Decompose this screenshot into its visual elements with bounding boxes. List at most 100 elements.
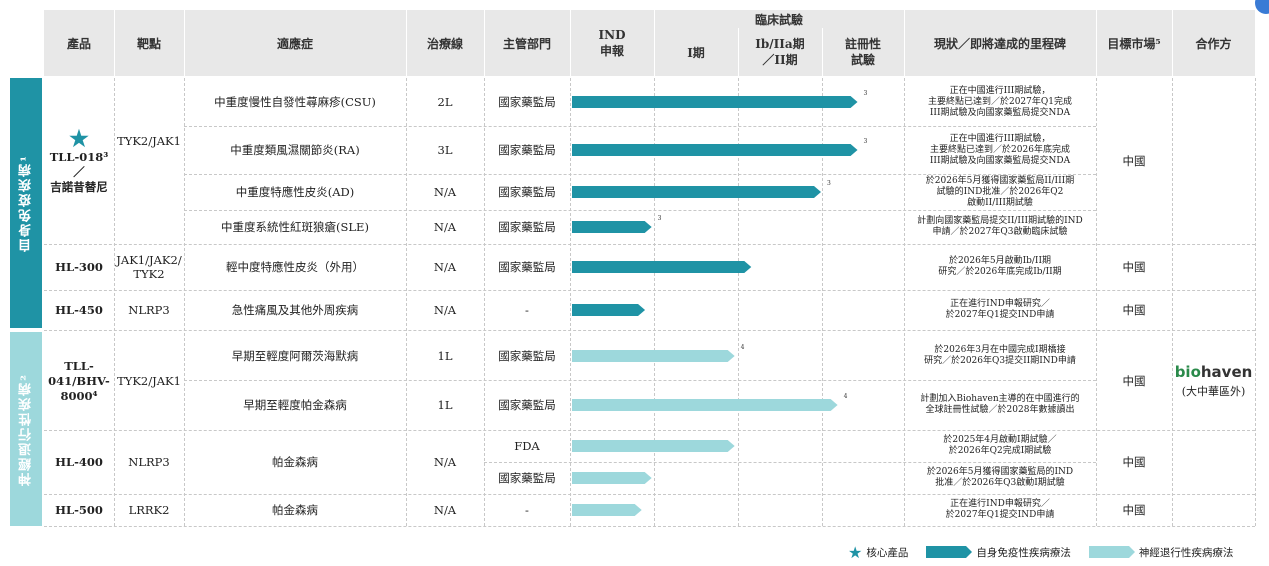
status-line: 主要終點已達到／於2026年底完成	[930, 144, 1070, 155]
group-neuro-label: 神經退行性疾病²	[18, 372, 34, 486]
product-hl450: HL-450	[55, 303, 103, 317]
authority-cell: -	[525, 503, 529, 517]
status-line: 主要終點已達到／於2027年Q1完成	[927, 96, 1072, 107]
status-cell: 計劃向國家藥監局提交II/III期試驗的IND 申請／於2027年Q3啟動臨床試驗	[904, 210, 1096, 244]
market-hl400: 中國	[1122, 455, 1146, 469]
status-line: 正在中國進行III期試驗，	[949, 133, 1051, 144]
indication-cell: 中重度系統性紅斑狼瘡(SLE)	[221, 220, 369, 234]
indication-cell: 急性痛風及其他外周疾病	[231, 303, 359, 317]
line-cell: N/A	[433, 503, 457, 517]
line-cell: 1L	[437, 398, 453, 412]
target-tll041: TYK2/JAK1	[117, 374, 181, 388]
progress-bar-shape	[572, 504, 642, 516]
line-cell: N/A	[433, 185, 457, 199]
progress-bar-shape	[572, 144, 858, 156]
line-cell: N/A	[433, 220, 457, 234]
footnote-marker: 4	[843, 393, 848, 400]
progress-bar	[572, 399, 838, 411]
progress-bar	[572, 304, 646, 316]
status-line: 啟動II/III期試驗	[967, 197, 1033, 208]
header-target: 靶點	[114, 10, 184, 76]
authority-cell: 國家藥監局	[498, 143, 556, 157]
status-line: 正在進行IND申報研究／	[950, 299, 1050, 309]
progress-bar-shape	[572, 96, 858, 108]
header-registration: 註冊性 試驗	[822, 28, 904, 76]
authority-cell: 國家藥監局	[498, 349, 556, 363]
line-cell: N/A	[433, 260, 457, 274]
indication-cell: 輕中度特應性皮炎（外用）	[226, 260, 364, 274]
legend-neuro: 神經退行性疾病療法	[1138, 546, 1234, 559]
header-authority: 主管部門	[484, 10, 570, 76]
product-tll041: TLL- 041/BHV- 8000⁴	[48, 358, 110, 403]
header-status: 現狀／即將達成的里程碑	[904, 10, 1096, 76]
header-clinical: 臨床試驗	[654, 10, 904, 29]
progress-bar	[572, 221, 652, 233]
indication-hl400: 帕金森病	[272, 455, 318, 469]
legend-autoimmune-swatch	[926, 546, 973, 558]
footnote-marker: 4	[740, 344, 745, 351]
status-cell: 正在中國進行III期試驗， 主要終點已達到／於2027年Q1完成 III期試驗及向國…	[904, 78, 1096, 126]
status-cell: 於2026年5月獲得國家藥監局II/III期 試驗的IND批准／於2026年Q2 啟…	[904, 174, 1096, 210]
progress-bar-shape	[572, 350, 735, 362]
status-line: 批准／於2026年Q3啟動I期試驗	[935, 478, 1065, 488]
progress-bar	[572, 261, 752, 273]
status-line: 於2027年Q1提交IND申請	[945, 510, 1055, 520]
target-hl500: LRRK2	[128, 503, 170, 517]
progress-bar-shape	[572, 304, 646, 316]
status-line: 於2026年Q2完成I期試驗	[948, 446, 1052, 456]
header-partner: 合作方	[1172, 10, 1255, 76]
partner-biohaven: biohaven (大中華區外)	[1172, 332, 1255, 430]
status-line: 申請／於2027年Q3啟動臨床試驗	[932, 227, 1068, 237]
line-cell: 3L	[437, 143, 453, 157]
status-line: 研究／於2026年Q3提交II期IND申請	[924, 356, 1076, 366]
status-line: 於2026年5月啟動Ib/II期	[948, 256, 1052, 266]
product-hl300: HL-300	[55, 260, 103, 274]
header-phase1: I期	[654, 28, 738, 76]
progress-bar-shape	[572, 472, 652, 484]
legend-star-icon: ★	[848, 542, 863, 562]
header-phase1b: Ib/IIa期 ／II期	[738, 28, 822, 76]
indication-cell: 中重度特應性皮炎(AD)	[235, 185, 355, 199]
authority-cell: 國家藥監局	[498, 260, 556, 274]
status-line: III期試驗及向國家藥監局提交NDA	[929, 107, 1071, 118]
indication-cell: 早期至輕度帕金森病	[243, 398, 347, 412]
status-line: 計劃向國家藥監局提交II/III期試驗的IND	[917, 216, 1083, 226]
header-ind: IND 申報	[570, 10, 654, 76]
footnote-marker: 3	[657, 215, 662, 222]
status-line: 正在進行IND申報研究／	[950, 499, 1050, 509]
authority-cell: -	[525, 303, 529, 317]
legend: ★ 核心產品 自身免疫性疾病療法 神經退行性疾病療法	[848, 542, 1263, 562]
status-line: 全球註冊性試驗／於2028年數據讀出	[925, 405, 1075, 415]
progress-bar	[572, 440, 735, 452]
progress-bar	[572, 350, 735, 362]
progress-bar	[572, 144, 858, 156]
status-line: 正在中國進行III期試驗，	[949, 85, 1051, 96]
market-hl500: 中國	[1122, 503, 1146, 517]
authority-cell: FDA	[514, 439, 540, 453]
product-hl400: HL-400	[55, 455, 103, 469]
status-line: 試驗的IND批准／於2026年Q2	[936, 186, 1064, 197]
corner-badge-icon	[1255, 0, 1269, 14]
target-hl450: NLRP3	[128, 303, 170, 317]
market-hl450: 中國	[1122, 303, 1146, 317]
group-autoimmune: 自身免疫疾病¹	[10, 78, 42, 328]
status-cell: 正在中國進行III期試驗， 主要終點已達到／於2026年底完成 III期試驗及向國家…	[904, 126, 1096, 174]
partner-region: (大中華區外)	[1181, 385, 1246, 398]
indication-cell: 中重度類風濕關節炎(RA)	[230, 143, 360, 157]
legend-autoimmune: 自身免疫性疾病療法	[976, 546, 1071, 559]
line-cell: 1L	[437, 349, 453, 363]
status-line: 研究／於2026年底完成Ib/II期	[938, 267, 1062, 277]
biohaven-logo: biohaven	[1174, 363, 1253, 381]
product-tll018: ★ TLL-018³／ 吉諾昔替尼	[49, 125, 109, 194]
legend-core: 核心產品	[866, 546, 909, 559]
status-cell: 計劃加入Biohaven主導的在中國進行的 全球註冊性試驗／於2028年數據讀出	[904, 380, 1096, 430]
progress-bar-shape	[572, 399, 838, 411]
status-cell: 正在進行IND申報研究／ 於2027年Q1提交IND申請	[904, 494, 1096, 526]
legend-neuro-swatch	[1088, 546, 1135, 558]
status-line: 於2026年3月在中國完成I期橋接	[934, 345, 1066, 355]
status-cell: 於2026年5月獲得國家藥監局的IND 批准／於2026年Q3啟動I期試驗	[904, 462, 1096, 494]
status-line: 於2026年5月獲得國家藥監局II/III期	[925, 175, 1075, 186]
status-cell: 正在進行IND申報研究／ 於2027年Q1提交IND申請	[904, 290, 1096, 330]
progress-bar	[572, 96, 858, 108]
target-tll018: TYK2/JAK1	[117, 134, 181, 148]
